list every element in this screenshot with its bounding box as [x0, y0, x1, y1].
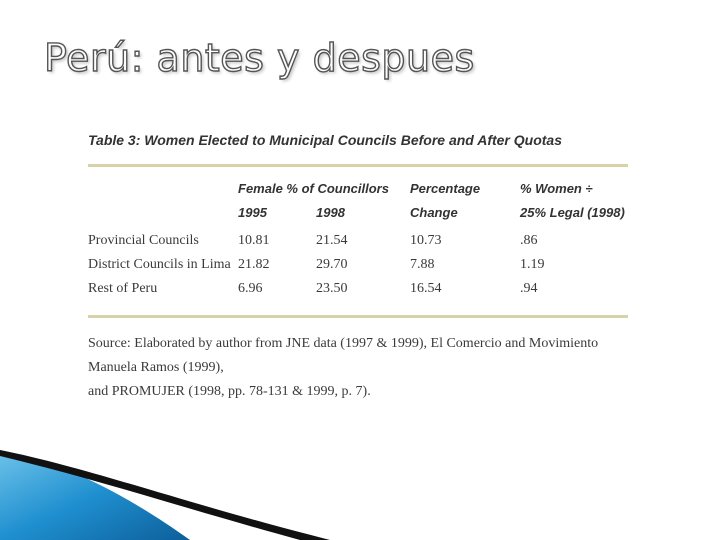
- cell-change: 7.88: [410, 257, 435, 272]
- header-pct-change-1: Percentage: [410, 181, 481, 196]
- header-pct-change-2: Change: [410, 205, 458, 220]
- cell-1998: 29.70: [316, 257, 348, 272]
- bottom-rule: [88, 315, 628, 318]
- header-women-legal-1: % Women ÷: [520, 181, 593, 196]
- top-rule: [88, 164, 628, 167]
- row-label: Rest of Peru: [88, 281, 158, 296]
- header-female-pct: Female % of Councillors: [238, 181, 389, 196]
- cell-ratio: .86: [520, 233, 538, 248]
- header-1995: 1995: [238, 205, 267, 220]
- cell-1995: 6.96: [238, 281, 263, 296]
- table-caption: Table 3: Women Elected to Municipal Coun…: [88, 132, 562, 148]
- cell-change: 16.54: [410, 281, 442, 296]
- cell-1995: 21.82: [238, 257, 270, 272]
- cell-1995: 10.81: [238, 233, 270, 248]
- cell-1998: 21.54: [316, 233, 348, 248]
- header-1998: 1998: [316, 205, 345, 220]
- row-label: District Councils in Lima: [88, 257, 231, 272]
- cell-change: 10.73: [410, 233, 442, 248]
- slide-title: Perú: antes y despues: [43, 35, 475, 80]
- source-note: Source: Elaborated by author from JNE da…: [88, 332, 628, 404]
- header-women-legal-2: 25% Legal (1998): [520, 205, 625, 220]
- table-figure: Table 3: Women Elected to Municipal Coun…: [88, 128, 628, 404]
- source-line: Source: Elaborated by author from JNE da…: [88, 336, 599, 375]
- corner-swoosh-decoration: [0, 450, 330, 540]
- cell-ratio: 1.19: [520, 257, 545, 272]
- data-table: Female % of Councillors 1995 1998 Percen…: [88, 181, 628, 305]
- source-line: and PROMUJER (1998, pp. 78-131 & 1999, p…: [88, 384, 371, 399]
- cell-ratio: .94: [520, 281, 538, 296]
- cell-1998: 23.50: [316, 281, 348, 296]
- row-label: Provincial Councils: [88, 233, 199, 248]
